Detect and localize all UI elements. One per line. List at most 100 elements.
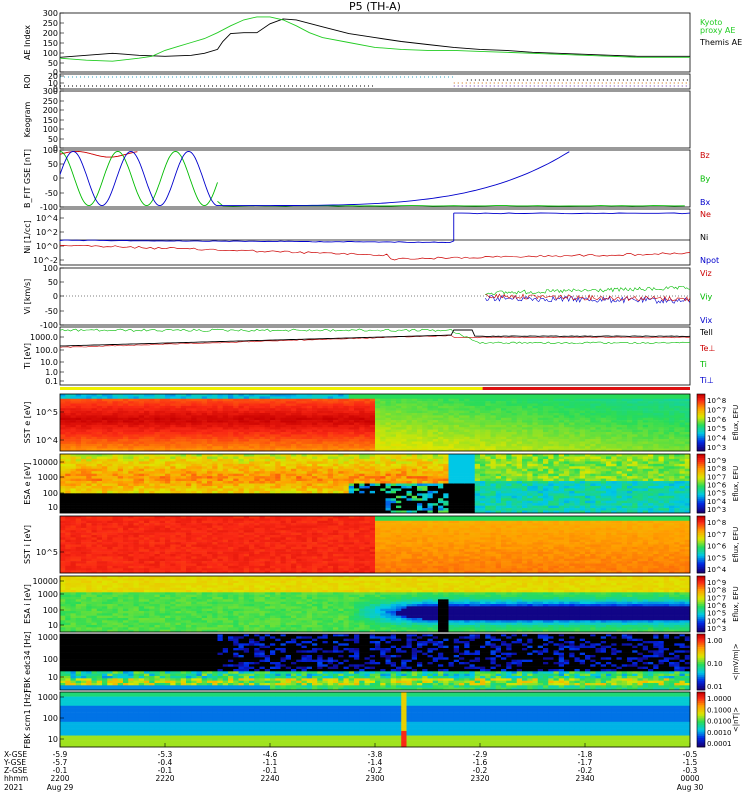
heatmap-cell	[422, 474, 428, 477]
heatmap-cell	[239, 461, 245, 464]
heatmap-cell	[375, 425, 381, 428]
heatmap-cell	[286, 399, 292, 402]
heatmap-cell	[81, 484, 87, 487]
heatmap-cell	[428, 498, 434, 501]
heatmap-cell	[433, 446, 439, 449]
heatmap-cell	[359, 506, 365, 509]
heatmap-cell	[197, 399, 203, 402]
heatmap-cell	[202, 444, 208, 447]
heatmap-cell	[281, 413, 287, 416]
heatmap-cell	[113, 411, 119, 414]
heatmap-cell	[328, 404, 334, 407]
heatmap-cell	[548, 423, 554, 426]
heatmap-cell	[533, 444, 539, 447]
heatmap-cell	[575, 430, 581, 433]
heatmap-cell	[60, 476, 66, 479]
heatmap-cell	[533, 427, 539, 430]
heatmap-cell	[97, 439, 103, 442]
heatmap-cell	[317, 401, 323, 404]
heatmap-cell	[643, 442, 649, 445]
heatmap-cell	[375, 501, 381, 504]
heatmap-cell	[118, 501, 124, 504]
heatmap-cell	[433, 456, 439, 459]
heatmap-cell	[275, 466, 281, 469]
heatmap-cell	[407, 420, 413, 423]
heatmap-cell	[491, 427, 497, 430]
heatmap-cell	[207, 439, 213, 442]
heatmap-cell	[601, 423, 607, 426]
heatmap-cell	[338, 408, 344, 411]
heatmap-cell	[359, 508, 365, 511]
heatmap-cell	[249, 456, 255, 459]
heatmap-cell	[81, 481, 87, 484]
heatmap-cell	[60, 442, 66, 445]
heatmap-cell	[617, 408, 623, 411]
heatmap-cell	[249, 432, 255, 435]
heatmap-cell	[433, 459, 439, 462]
heatmap-cell	[176, 394, 182, 397]
heatmap-cell	[281, 454, 287, 457]
heatmap-cell	[428, 469, 434, 472]
heatmap-cell	[370, 444, 376, 447]
heatmap-cell	[181, 408, 187, 411]
heatmap-cell	[470, 423, 476, 426]
heatmap-cell	[470, 508, 476, 511]
heatmap-cell	[302, 508, 308, 511]
heatmap-cell	[86, 481, 92, 484]
heatmap-cell	[365, 401, 371, 404]
heatmap-cell	[181, 439, 187, 442]
heatmap-cell	[559, 444, 565, 447]
heatmap-cell	[76, 442, 82, 445]
heatmap-cell	[302, 413, 308, 416]
heatmap-cell	[501, 406, 507, 409]
heatmap-cell	[407, 430, 413, 433]
heatmap-cell	[443, 464, 449, 467]
ytick-label: 150	[43, 39, 58, 48]
heatmap-cell	[386, 454, 392, 457]
heatmap-cell	[433, 415, 439, 418]
heatmap-cell	[459, 432, 465, 435]
heatmap-cell	[685, 430, 691, 433]
heatmap-cell	[202, 396, 208, 399]
heatmap-cell	[92, 399, 98, 402]
heatmap-cell	[302, 430, 308, 433]
heatmap-cell	[186, 456, 192, 459]
heatmap-cell	[291, 459, 297, 462]
heatmap-cell	[354, 418, 360, 421]
heatmap-cell	[653, 415, 659, 418]
heatmap-cell	[149, 444, 155, 447]
heatmap-cell	[260, 486, 266, 489]
heatmap-cell	[475, 486, 481, 489]
heatmap-cell	[396, 408, 402, 411]
heatmap-cell	[391, 488, 397, 491]
heatmap-cell	[606, 396, 612, 399]
heatmap-cell	[97, 491, 103, 494]
heatmap-cell	[538, 432, 544, 435]
heatmap-cell	[365, 471, 371, 474]
heatmap-cell	[653, 418, 659, 421]
heatmap-cell	[333, 496, 339, 499]
heatmap-cell	[617, 425, 623, 428]
heatmap-cell	[249, 404, 255, 407]
heatmap-cell	[407, 469, 413, 472]
heatmap-cell	[92, 456, 98, 459]
heatmap-cell	[139, 399, 145, 402]
heatmap-cell	[65, 423, 71, 426]
heatmap-cell	[212, 404, 218, 407]
heatmap-cell	[86, 461, 92, 464]
heatmap-cell	[123, 415, 129, 418]
heatmap-cell	[349, 491, 355, 494]
heatmap-cell	[139, 434, 145, 437]
heatmap-cell	[296, 437, 302, 440]
heatmap-cell	[464, 418, 470, 421]
heatmap-cell	[396, 430, 402, 433]
heatmap-cell	[113, 444, 119, 447]
heatmap-cell	[107, 399, 113, 402]
heatmap-cell	[186, 430, 192, 433]
heatmap-cell	[165, 408, 171, 411]
heatmap-cell	[564, 432, 570, 435]
heatmap-cell	[407, 498, 413, 501]
heatmap-cell	[501, 439, 507, 442]
heatmap-cell	[92, 454, 98, 457]
